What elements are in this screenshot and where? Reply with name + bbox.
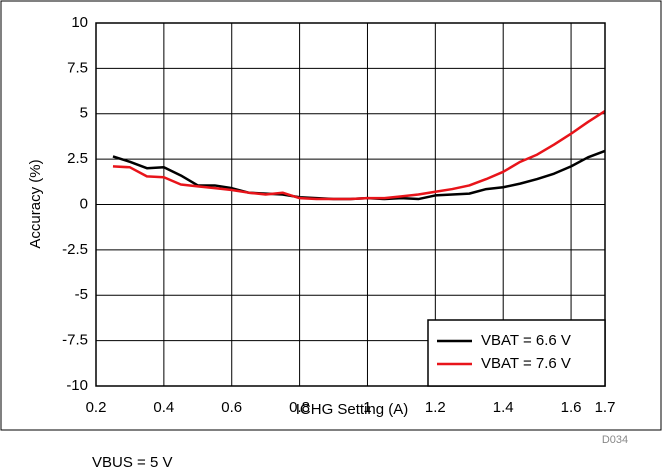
y-tick-label: 7.5 (67, 59, 88, 76)
y-tick-label: -7.5 (62, 332, 88, 349)
frame (0, 0, 662, 431)
y-tick-label: 5 (80, 105, 88, 122)
plot-border (95, 22, 606, 387)
x-tick-label: 1.4 (493, 399, 514, 416)
x-tick-label: 1.7 (595, 399, 616, 416)
note: VBUS = 5 V (92, 454, 172, 471)
x-tick-label: 1 (363, 399, 371, 416)
x-axis-label: ICHG Setting (A) (296, 401, 409, 418)
x-tick-label: 0.6 (221, 399, 242, 416)
x-tick-label: 0.4 (153, 399, 174, 416)
y-tick-label: -2.5 (62, 241, 88, 258)
y-tick-label: -10 (66, 377, 88, 394)
y-tick-label: -5 (75, 286, 88, 303)
series-line (112, 109, 606, 201)
x-tick-label: 1.6 (561, 399, 582, 416)
y-tick-label: 0 (80, 195, 88, 212)
x-tick-label: 0.8 (289, 399, 310, 416)
figure-code: D034 (602, 434, 628, 446)
x-tick-label: 1.2 (425, 399, 446, 416)
legend-label: VBAT = 7.6 V (481, 355, 571, 372)
legend-box (427, 319, 606, 387)
y-axis-label: Accuracy (%) (27, 159, 44, 248)
x-tick-label: 0.2 (86, 399, 107, 416)
legend-label: VBAT = 6.6 V (481, 332, 571, 349)
y-tick-label: 10 (71, 14, 88, 31)
y-tick-label: 2.5 (67, 150, 88, 167)
